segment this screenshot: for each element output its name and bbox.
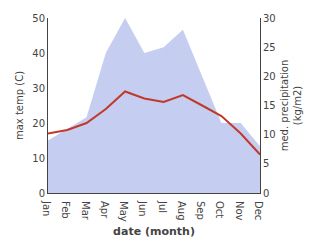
svg-text:20: 20 bbox=[32, 118, 45, 129]
svg-text:0: 0 bbox=[39, 188, 45, 199]
svg-text:Aug: Aug bbox=[176, 201, 187, 221]
svg-text:10: 10 bbox=[263, 129, 276, 140]
svg-text:15: 15 bbox=[263, 100, 276, 111]
svg-text:Nov: Nov bbox=[234, 201, 245, 221]
svg-text:10: 10 bbox=[32, 153, 45, 164]
svg-text:May: May bbox=[118, 201, 129, 222]
svg-text:30: 30 bbox=[263, 13, 276, 24]
svg-text:Apr: Apr bbox=[99, 201, 110, 219]
svg-text:40: 40 bbox=[32, 48, 45, 59]
svg-text:Jan: Jan bbox=[41, 200, 52, 216]
svg-text:med. precipitation(kg/m2): med. precipitation(kg/m2) bbox=[279, 60, 303, 152]
svg-text:Sep: Sep bbox=[195, 201, 206, 220]
svg-text:Jul: Jul bbox=[157, 200, 168, 213]
svg-text:Feb: Feb bbox=[60, 201, 71, 219]
svg-text:50: 50 bbox=[32, 13, 45, 24]
svg-text:Oct: Oct bbox=[214, 201, 225, 218]
svg-text:Jun: Jun bbox=[137, 200, 148, 217]
svg-text:Dec: Dec bbox=[253, 201, 264, 220]
svg-text:max temp (C): max temp (C) bbox=[14, 71, 25, 140]
svg-text:0: 0 bbox=[263, 188, 269, 199]
svg-text:30: 30 bbox=[32, 83, 45, 94]
svg-text:20: 20 bbox=[263, 71, 276, 82]
svg-text:date (month): date (month) bbox=[113, 225, 195, 238]
svg-text:25: 25 bbox=[263, 42, 276, 53]
svg-text:5: 5 bbox=[263, 158, 269, 169]
svg-text:Mar: Mar bbox=[80, 201, 91, 221]
